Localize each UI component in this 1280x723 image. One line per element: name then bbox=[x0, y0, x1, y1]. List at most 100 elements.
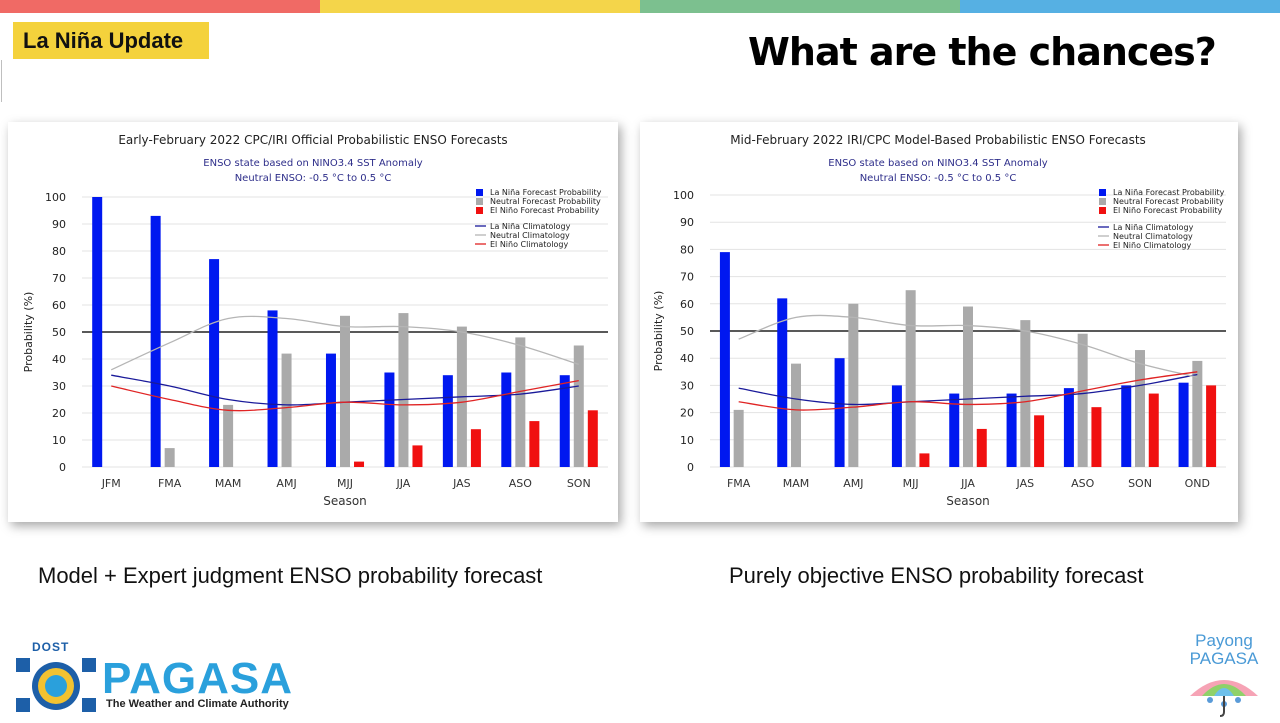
neutral-bar bbox=[848, 303, 859, 467]
x-tick-label: MJJ bbox=[337, 477, 353, 490]
x-tick-label: FMA bbox=[158, 477, 182, 490]
neutral-bar bbox=[1135, 350, 1145, 467]
neutral-bar bbox=[1020, 320, 1031, 467]
legend-label: Neutral Forecast Probability bbox=[490, 197, 601, 206]
neutral-bar bbox=[340, 315, 350, 467]
neutral-bar bbox=[281, 353, 292, 467]
y-tick-label: 50 bbox=[52, 326, 66, 339]
el-nino-bar bbox=[1091, 407, 1102, 467]
chart-panel-model: Mid-February 2022 IRI/CPC Model-Based Pr… bbox=[640, 122, 1238, 522]
x-tick-label: JJA bbox=[396, 477, 411, 490]
x-tick-label: JAS bbox=[452, 477, 471, 490]
neutral-bar bbox=[164, 448, 175, 467]
x-tick-label: AMJ bbox=[843, 477, 863, 490]
legend-label: El Niño Climatology bbox=[490, 240, 568, 249]
legend-swatch bbox=[1099, 189, 1106, 196]
y-tick-label: 100 bbox=[673, 189, 694, 202]
neutral-bar bbox=[1077, 333, 1088, 467]
neutral-bar bbox=[1192, 360, 1203, 467]
la-nina-bar bbox=[209, 259, 220, 467]
el-nino-bar bbox=[354, 461, 365, 467]
chart-subtitle: ENSO state based on NINO3.4 SST Anomaly bbox=[203, 158, 422, 169]
chart-panel-official: Early-February 2022 CPC/IRI Official Pro… bbox=[8, 122, 618, 522]
legend-label: La Niña Climatology bbox=[490, 222, 571, 231]
el-nino-climatology-line bbox=[111, 379, 579, 412]
neutral-climatology-line bbox=[738, 314, 1198, 378]
legend-label: Neutral Climatology bbox=[1113, 232, 1193, 241]
x-tick-label: JJA bbox=[960, 477, 975, 490]
el-nino-bar bbox=[412, 445, 423, 467]
legend-label: El Niño Climatology bbox=[1113, 241, 1191, 250]
la-nina-bar bbox=[267, 310, 278, 467]
la-nina-bar bbox=[442, 375, 453, 467]
la-nina-bar bbox=[1121, 385, 1132, 467]
page-title: What are the chances? bbox=[748, 30, 1217, 74]
legend-swatch bbox=[1099, 207, 1106, 214]
el-nino-bar bbox=[587, 410, 598, 467]
pagasa-emblem-icon bbox=[16, 658, 96, 712]
y-tick-label: 10 bbox=[680, 434, 694, 447]
y-tick-label: 90 bbox=[52, 218, 66, 231]
la-nina-bar bbox=[891, 385, 902, 467]
pagasa-logo: DOST PAGASA The Weather and Climate Auth… bbox=[12, 640, 312, 718]
el-nino-climatology-line bbox=[738, 371, 1198, 411]
x-tick-label: AMJ bbox=[276, 477, 296, 490]
el-nino-bar bbox=[976, 428, 987, 467]
legend-swatch bbox=[476, 198, 483, 205]
el-nino-bar bbox=[1206, 385, 1217, 467]
la-nina-bar bbox=[501, 372, 512, 467]
el-nino-bar bbox=[529, 421, 540, 467]
legend-swatch bbox=[476, 189, 483, 196]
legend-label: El Niño Forecast Probability bbox=[490, 206, 599, 215]
x-tick-label: OND bbox=[1185, 477, 1210, 490]
y-tick-label: 0 bbox=[59, 461, 66, 474]
payong-pagasa-word: PAGASA bbox=[1189, 649, 1259, 668]
x-tick-label: FMA bbox=[727, 477, 751, 490]
umbrella-icon bbox=[1190, 680, 1258, 717]
y-tick-label: 60 bbox=[680, 298, 694, 311]
legend-label: El Niño Forecast Probability bbox=[1113, 206, 1222, 215]
y-tick-label: 40 bbox=[52, 353, 66, 366]
caption-left: Model + Expert judgment ENSO probability… bbox=[38, 563, 543, 588]
y-axis-label: Probability (%) bbox=[652, 291, 665, 372]
chart-subtitle: Neutral ENSO: -0.5 °C to 0.5 °C bbox=[235, 173, 392, 184]
x-tick-label: SON bbox=[1128, 477, 1152, 490]
la-nina-bar bbox=[949, 393, 960, 467]
y-tick-label: 20 bbox=[680, 407, 694, 420]
neutral-bar bbox=[733, 409, 744, 467]
y-tick-label: 30 bbox=[680, 379, 694, 392]
la-nina-bar bbox=[834, 358, 845, 467]
la-nina-bar bbox=[1006, 393, 1017, 467]
y-tick-label: 60 bbox=[52, 299, 66, 312]
y-tick-label: 50 bbox=[680, 325, 694, 338]
la-nina-bar bbox=[719, 252, 730, 467]
y-axis-label: Probability (%) bbox=[22, 292, 35, 373]
x-axis-label: Season bbox=[946, 494, 990, 508]
legend-label: La Niña Forecast Probability bbox=[1113, 188, 1225, 197]
legend-label: Neutral Forecast Probability bbox=[1113, 197, 1224, 206]
y-tick-label: 40 bbox=[680, 352, 694, 365]
neutral-bar bbox=[791, 363, 801, 467]
x-tick-label: SON bbox=[567, 477, 591, 490]
x-axis-label: Season bbox=[323, 494, 367, 508]
dost-label: DOST bbox=[32, 640, 70, 654]
y-tick-label: 10 bbox=[52, 434, 66, 447]
top-color-bar bbox=[0, 0, 1280, 13]
top-bar-red bbox=[0, 0, 320, 13]
y-tick-label: 80 bbox=[680, 243, 694, 256]
la-nina-bar bbox=[150, 215, 161, 467]
legend-label: Neutral Climatology bbox=[490, 231, 570, 240]
update-badge: La Niña Update bbox=[13, 22, 209, 59]
la-nina-bar bbox=[325, 353, 336, 467]
neutral-bar bbox=[573, 345, 584, 467]
neutral-bar bbox=[515, 337, 526, 467]
y-tick-label: 100 bbox=[45, 191, 66, 204]
legend-swatch bbox=[1099, 198, 1106, 205]
x-tick-label: JFM bbox=[101, 477, 121, 490]
top-bar-green bbox=[640, 0, 960, 13]
el-nino-bar bbox=[1148, 393, 1159, 467]
chart-official: Early-February 2022 CPC/IRI Official Pro… bbox=[22, 133, 608, 508]
y-tick-label: 30 bbox=[52, 380, 66, 393]
y-tick-label: 70 bbox=[680, 271, 694, 284]
y-tick-label: 20 bbox=[52, 407, 66, 420]
